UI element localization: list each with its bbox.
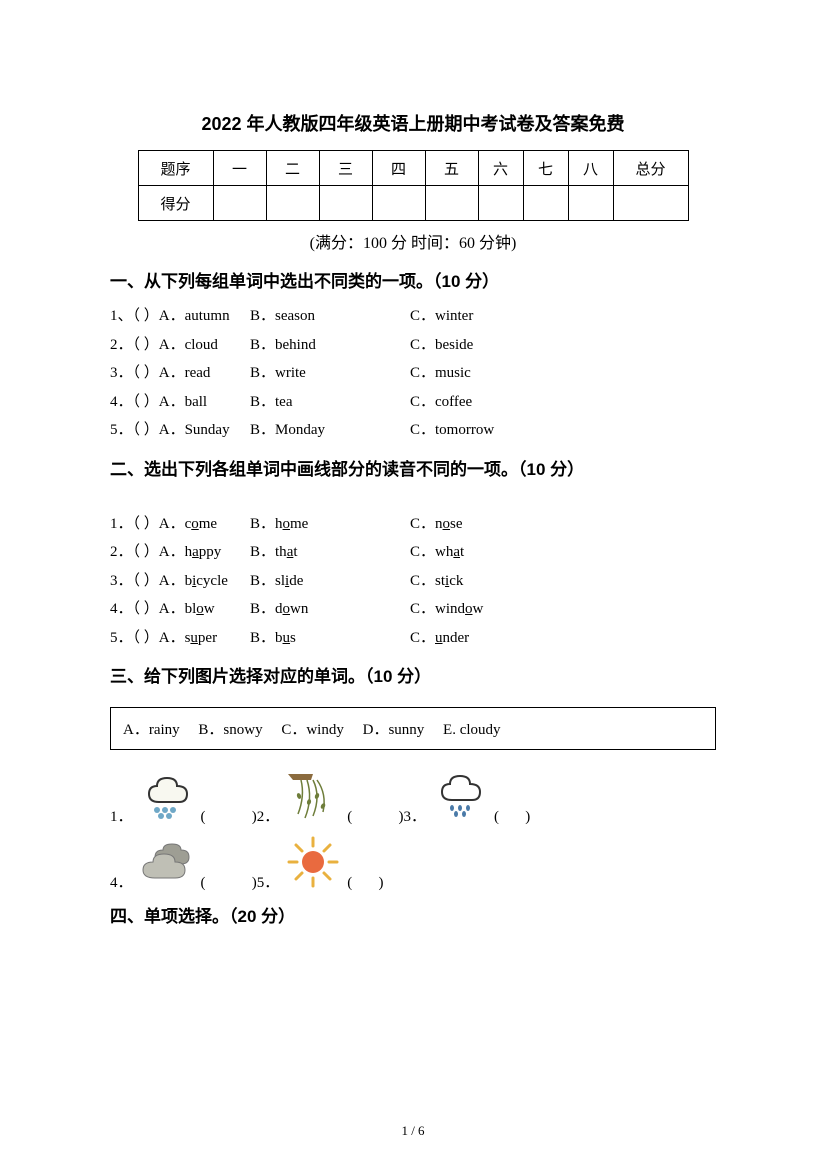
q3-2-num: )2． <box>252 805 280 826</box>
section-1-heading: 一、从下列每组单词中选出不同类的一项。（10 分） <box>110 267 716 292</box>
section-4-heading: 四、单项选择。（20 分） <box>110 902 716 927</box>
opt-c: C．under <box>410 624 580 653</box>
opt-d: D．sunny <box>363 722 425 738</box>
score-body-cell <box>613 186 688 221</box>
q-num: 4．（ ）A．blow <box>110 595 250 624</box>
opt-b: B．write <box>250 359 410 388</box>
score-body-cell <box>478 186 523 221</box>
opt-c: C．windy <box>281 722 344 738</box>
score-body-cell <box>523 186 568 221</box>
opt-c: C．winter <box>410 302 580 331</box>
q3-1-num: 1． <box>110 805 133 826</box>
s1-question-row: 5．（ ）A．SundayB．MondayC．tomorrow <box>110 416 716 445</box>
score-body-cell <box>213 186 266 221</box>
windy-icon <box>283 766 343 826</box>
opt-c: C．what <box>410 538 580 567</box>
picture-row-1: 1． ( )2． <box>110 766 716 826</box>
score-header-cell: 题序 <box>138 151 213 186</box>
s2-question-row: 4．（ ）A．blowB．downC．window <box>110 595 716 624</box>
score-body-cell: 得分 <box>138 186 213 221</box>
q-num: 5．（ ）A．Sunday <box>110 416 250 445</box>
q3-5-num: )5． <box>252 871 280 892</box>
score-header-cell: 六 <box>478 151 523 186</box>
opt-b: B．slide <box>250 567 410 596</box>
opt-b: B．down <box>250 595 410 624</box>
q-num: 3．（ ）A．bicycle <box>110 567 250 596</box>
s1-question-row: 4．（ ）A．ballB．teaC．coffee <box>110 388 716 417</box>
score-table: 题序一二三四五六七八总分 得分 <box>138 150 689 221</box>
snowy-icon <box>137 766 197 826</box>
section-2-heading: 二、选出下列各组单词中画线部分的读音不同的一项。（10 分） <box>110 455 716 480</box>
section-3-options-box: A．rainy B．snowy C．windy D．sunny E. cloud… <box>110 707 716 750</box>
s2-question-row: 5．（ ）A．superB．busC．under <box>110 624 716 653</box>
q-num: 2．（ ）A．cloud <box>110 331 250 360</box>
opt-c: C．tomorrow <box>410 416 580 445</box>
s2-question-row: 3．（ ）A．bicycleB．slideC．stick <box>110 567 716 596</box>
q-num: 1、（ ）A．autumn <box>110 302 250 331</box>
score-body-cell <box>266 186 319 221</box>
gap <box>499 809 525 826</box>
opt-b: B．Monday <box>250 416 410 445</box>
section-3-heading: 三、给下列图片选择对应的单词。（10 分） <box>110 662 716 687</box>
score-body-cell <box>425 186 478 221</box>
s1-question-row: 3．（ ）A．readB．writeC．music <box>110 359 716 388</box>
score-header-cell: 三 <box>319 151 372 186</box>
s2-question-row: 2．（ ）A．happyB．thatC．what <box>110 538 716 567</box>
score-header-cell: 一 <box>213 151 266 186</box>
q-num: 3．（ ）A．read <box>110 359 250 388</box>
score-header-cell: 七 <box>523 151 568 186</box>
s1-question-row: 2．（ ）A．cloudB．behindC．beside <box>110 331 716 360</box>
page-title: 2022 年人教版四年级英语上册期中考试卷及答案免费 <box>110 110 716 136</box>
cloudy-icon <box>137 832 197 892</box>
score-body-cell <box>319 186 372 221</box>
opt-c: C．nose <box>410 510 580 539</box>
page-number: 1 / 6 <box>0 1123 826 1139</box>
opt-b: B．season <box>250 302 410 331</box>
gap <box>352 875 378 892</box>
opt-c: C．window <box>410 595 580 624</box>
s2-question-row: 1．（ ）A．comeB．homeC．nose <box>110 510 716 539</box>
opt-c: C．stick <box>410 567 580 596</box>
score-header-cell: 四 <box>372 151 425 186</box>
gap <box>206 809 232 826</box>
score-header-cell: 二 <box>266 151 319 186</box>
opt-b: B．tea <box>250 388 410 417</box>
score-header-cell: 五 <box>425 151 478 186</box>
q3-4-num: 4． <box>110 871 133 892</box>
score-header-cell: 八 <box>568 151 613 186</box>
score-header-cell: 总分 <box>613 151 688 186</box>
opt-c: C．music <box>410 359 580 388</box>
opt-c: C．coffee <box>410 388 580 417</box>
opt-b: B．that <box>250 538 410 567</box>
opt-e: E. cloudy <box>443 722 501 738</box>
score-body-cell <box>372 186 425 221</box>
exam-info: (满分：100 分 时间：60 分钟) <box>110 229 716 253</box>
opt-b: B．bus <box>250 624 410 653</box>
q-num: 1．（ ）A．come <box>110 510 250 539</box>
q-num: 5．（ ）A．super <box>110 624 250 653</box>
rainy-icon <box>430 766 490 826</box>
sunny-icon <box>283 832 343 892</box>
s1-question-row: 1、（ ）A．autumnB．seasonC．winter <box>110 302 716 331</box>
gap <box>206 875 232 892</box>
q3-3-num: )3． <box>399 805 427 826</box>
opt-a: A．rainy <box>123 722 180 738</box>
score-body-cell <box>568 186 613 221</box>
q-num: 2．（ ）A．happy <box>110 538 250 567</box>
opt-b: B．snowy <box>198 722 262 738</box>
gap <box>352 809 378 826</box>
rp: ) <box>525 809 530 826</box>
rp: ) <box>379 875 384 892</box>
opt-c: C．beside <box>410 331 580 360</box>
opt-b: B．behind <box>250 331 410 360</box>
picture-row-2: 4． ( )5． <box>110 832 716 892</box>
q-num: 4．（ ）A．ball <box>110 388 250 417</box>
opt-b: B．home <box>250 510 410 539</box>
